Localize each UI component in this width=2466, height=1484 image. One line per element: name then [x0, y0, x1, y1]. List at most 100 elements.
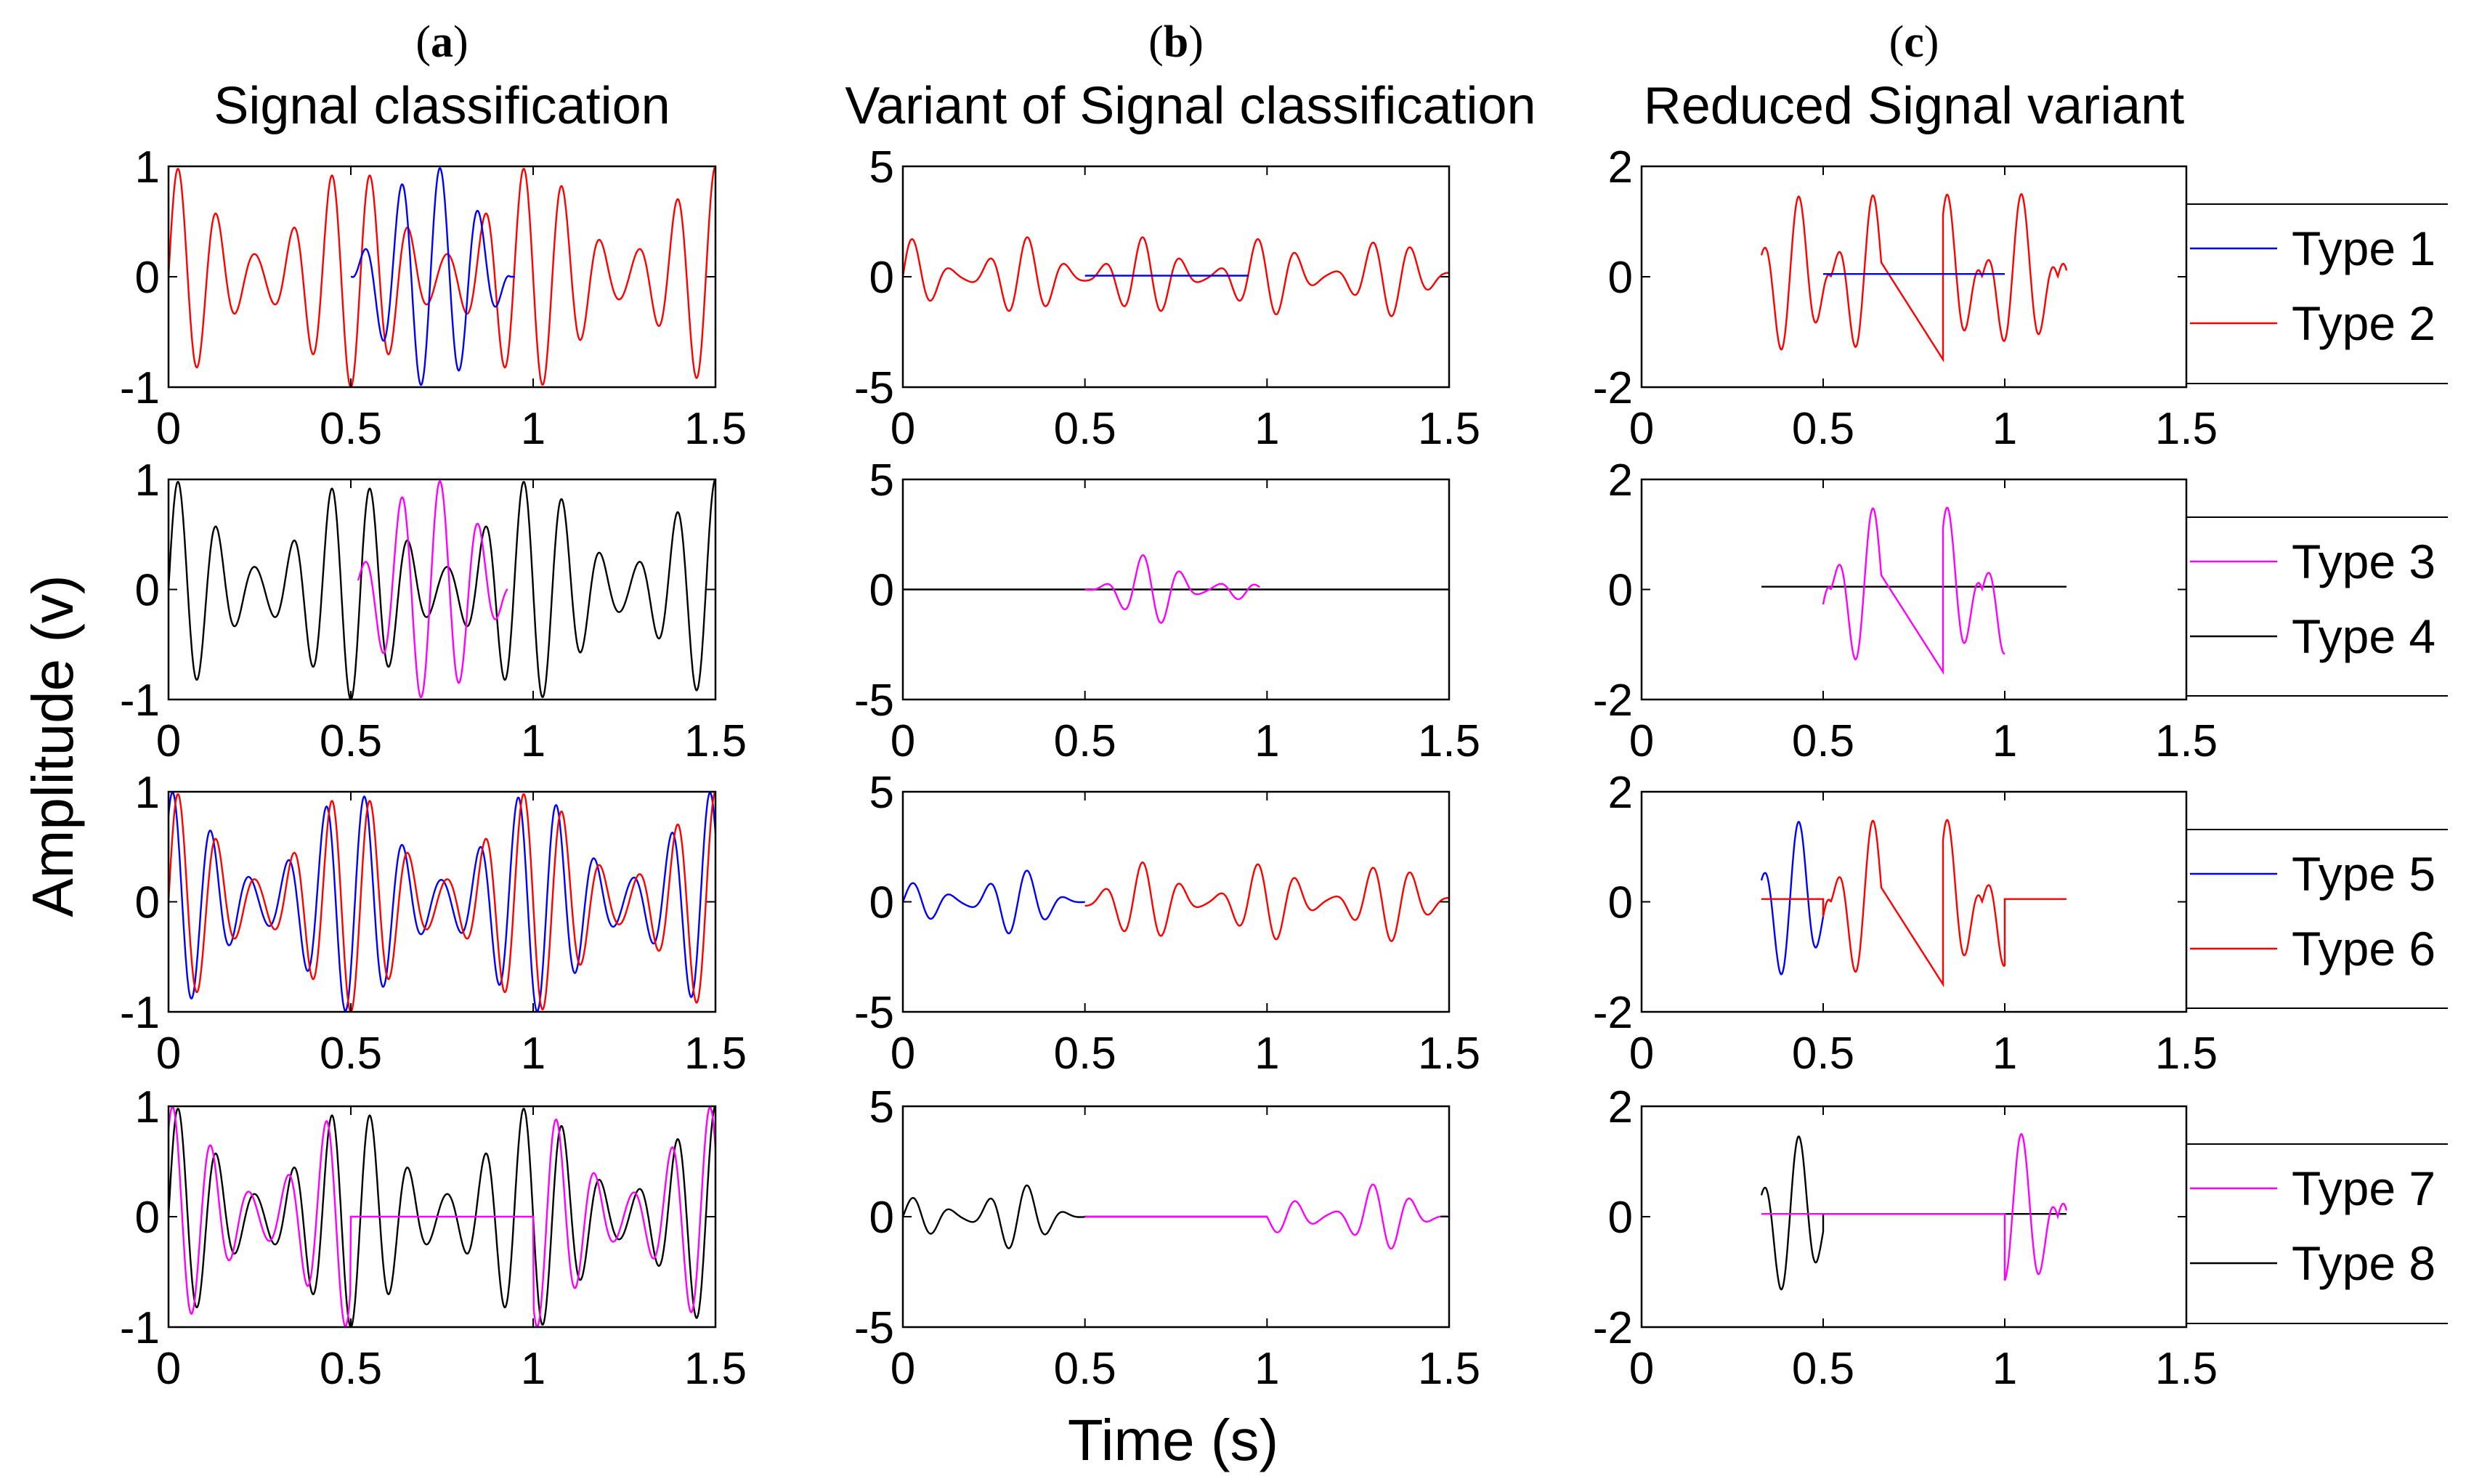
series-line-type-3 [1822, 506, 2005, 676]
x-tick-label: 0 [1629, 716, 1654, 766]
x-tick-label: 1 [521, 404, 545, 454]
panel-1-b [901, 165, 1451, 389]
panel-frame [1640, 478, 2188, 701]
panel-2-a [167, 478, 717, 701]
panel-2-c [1640, 478, 2188, 701]
y-tick-label: 0 [1608, 566, 1633, 616]
x-tick-label: 1 [521, 716, 545, 766]
panel-letter-b: (b) [1148, 17, 1204, 67]
x-tick-label: 1 [1254, 404, 1279, 454]
x-tick-label: 1 [1254, 1344, 1279, 1394]
y-axis-label: Amplitude (v) [20, 575, 85, 917]
series-line-type-1 [351, 166, 515, 386]
y-tick-label: 1 [135, 142, 160, 192]
y-tick-label: 2 [1608, 455, 1633, 506]
legend-row-1 [2186, 203, 2448, 384]
x-tick-label: 1.5 [2155, 716, 2218, 766]
series-line-type-6 [1761, 819, 2067, 988]
panel-4-c [1640, 1105, 2188, 1329]
y-tick-label: 2 [1608, 142, 1633, 192]
y-tick-label: 5 [869, 1082, 894, 1132]
series-line-type-5 [169, 792, 715, 1012]
x-tick-label: 1 [1254, 1029, 1279, 1079]
panel-frame [1640, 1105, 2188, 1329]
legend-label-type-3: Type 3 [2292, 535, 2435, 588]
y-tick-label: 0 [1608, 253, 1633, 303]
y-tick-label: -2 [1593, 988, 1633, 1038]
legend-label-type-2: Type 2 [2292, 296, 2435, 350]
y-tick-label: -5 [854, 363, 894, 413]
column-title-b: Variant of Signal classification [845, 77, 1536, 135]
legend-label-type-8: Type 8 [2292, 1236, 2435, 1290]
x-tick-label: 0 [156, 1029, 181, 1079]
x-tick-label: 1.5 [684, 404, 747, 454]
x-tick-label: 0 [891, 716, 915, 766]
x-tick-label: 1.5 [684, 716, 747, 766]
y-tick-label: 5 [869, 768, 894, 818]
x-tick-label: 0.5 [320, 1029, 382, 1079]
y-tick-label: 1 [135, 768, 160, 818]
panel-frame [1640, 165, 2188, 389]
x-tick-label: 0 [1629, 1029, 1654, 1079]
y-tick-label: -5 [854, 1303, 894, 1353]
y-tick-label: 1 [135, 1082, 160, 1132]
legend-label-type-4: Type 4 [2292, 609, 2435, 663]
legend-label-type-7: Type 7 [2292, 1161, 2435, 1215]
series-line-type-7 [1761, 1132, 2068, 1281]
y-tick-label: 0 [135, 878, 160, 928]
series-line-type-2 [1760, 192, 2068, 363]
series-line-type-8 [169, 1106, 715, 1327]
panel-frame [901, 165, 1451, 389]
y-tick-label: -1 [120, 676, 160, 726]
panel-letter-c: (c) [1889, 17, 1939, 67]
x-tick-label: 1 [1992, 404, 2017, 454]
x-tick-label: 0 [891, 404, 915, 454]
y-tick-label: 1 [135, 455, 160, 506]
series-line-type-3 [1084, 554, 1261, 624]
panel-frame [167, 478, 717, 701]
y-tick-label: 0 [869, 1193, 894, 1243]
x-tick-label: 0.5 [1054, 404, 1116, 454]
x-tick-label: 1.5 [2155, 1344, 2218, 1394]
series-line-type-2 [169, 166, 715, 387]
x-tick-label: 1.5 [1418, 404, 1480, 454]
panel-1-a [167, 165, 717, 389]
y-tick-label: -1 [120, 1303, 160, 1353]
panel-4-a [167, 1105, 717, 1329]
legend-label-type-6: Type 6 [2292, 922, 2435, 976]
series-line-type-2 [903, 236, 1449, 317]
x-tick-label: 0.5 [320, 716, 382, 766]
y-tick-label: -1 [120, 363, 160, 413]
series-line-type-7 [1084, 1183, 1449, 1250]
x-tick-label: 1 [1992, 716, 2017, 766]
legend-row-4 [2186, 1143, 2448, 1324]
column-title-c: Reduced Signal variant [1644, 77, 2184, 135]
x-tick-label: 1.5 [2155, 1029, 2218, 1079]
panel-frame [901, 790, 1451, 1013]
y-tick-label: 5 [869, 455, 894, 506]
panel-frame [167, 790, 717, 1013]
x-tick-label: 0.5 [1054, 1029, 1116, 1079]
x-tick-label: 0 [156, 1344, 181, 1394]
x-tick-label: 0.5 [1792, 1344, 1854, 1394]
x-tick-label: 0 [156, 716, 181, 766]
x-tick-label: 0 [891, 1029, 915, 1079]
series-line-type-6 [1084, 861, 1449, 942]
y-tick-label: 2 [1608, 1082, 1633, 1132]
y-tick-label: 5 [869, 142, 894, 192]
y-tick-label: 0 [869, 566, 894, 616]
y-tick-label: 0 [1608, 1193, 1633, 1243]
y-tick-label: 0 [135, 1193, 160, 1243]
y-tick-label: -2 [1593, 1303, 1633, 1353]
x-axis-label: Time (s) [1068, 1408, 1278, 1472]
panel-3-a [167, 790, 717, 1013]
x-tick-label: 1.5 [1418, 1029, 1480, 1079]
x-tick-label: 0.5 [1792, 716, 1854, 766]
legend-label-type-1: Type 1 [2292, 222, 2435, 275]
panel-3-c [1640, 790, 2188, 1013]
panel-3-b [901, 790, 1451, 1013]
x-tick-label: 0.5 [1792, 1029, 1854, 1079]
x-tick-label: 1 [1992, 1344, 2017, 1394]
x-tick-label: 0.5 [1792, 404, 1854, 454]
